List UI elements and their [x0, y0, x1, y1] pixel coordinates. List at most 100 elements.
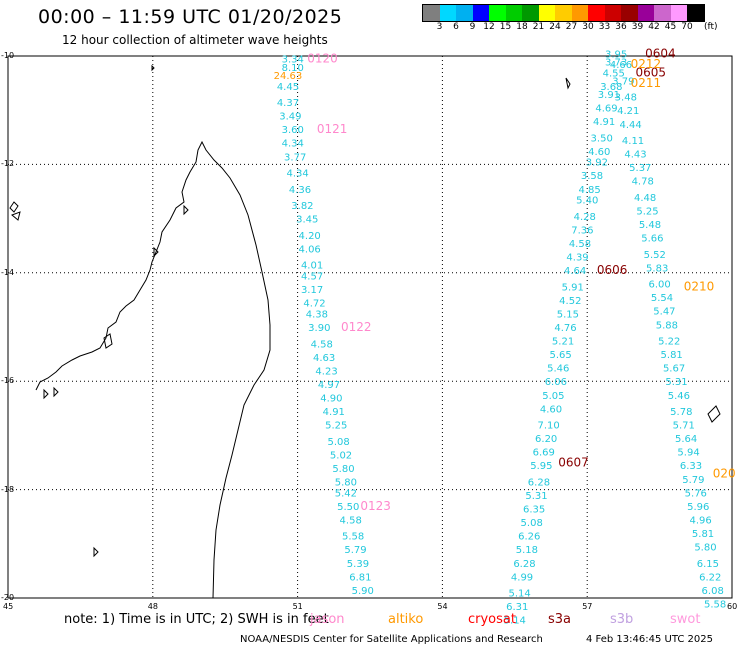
colorbar-tick: 3: [436, 22, 443, 32]
wave-height-value: 4.48: [634, 193, 656, 204]
wave-height-value: 6.20: [535, 434, 557, 445]
lat-label: -18: [1, 484, 15, 494]
lat-label: -14: [1, 267, 15, 277]
wave-height-value: 5.67: [663, 364, 685, 375]
wave-height-value: 5.40: [576, 196, 598, 207]
wave-height-value: 6.26: [518, 532, 540, 543]
wave-height-value: 5.96: [687, 502, 709, 513]
pass-time-label: 0211: [631, 76, 662, 90]
colorbar-swatch: [571, 5, 588, 21]
wave-height-value: 5.94: [677, 448, 699, 459]
wave-height-value: 3.82: [291, 201, 313, 212]
wave-height-value: 5.47: [653, 307, 675, 318]
wave-height-value: 3.49: [279, 112, 301, 123]
legend-jason: jason: [310, 612, 345, 627]
island-outline: [93, 546, 99, 558]
wave-height-value: 3.17: [301, 285, 323, 296]
wave-height-value: 6.69: [533, 448, 555, 459]
wave-height-value: 5.58: [704, 599, 726, 610]
colorbar-unit: (ft): [704, 22, 718, 32]
wave-height-value: 4.58: [569, 239, 591, 250]
wave-height-value: 4.55: [603, 68, 625, 79]
wave-height-value: 5.90: [352, 586, 374, 597]
colorbar-swatch: [439, 5, 456, 21]
wave-height-value: 8.10: [282, 63, 304, 74]
credit-text: NOAA/NESDIS Center for Satellite Applica…: [240, 634, 543, 645]
lon-label: 54: [437, 602, 448, 611]
colorbar-swatch: [687, 5, 704, 21]
colorbar-tick: 45: [664, 22, 677, 32]
colorbar-swatch: [456, 5, 473, 21]
wave-height-value: 5.42: [335, 488, 357, 499]
wave-height-value: 4.96: [689, 515, 711, 526]
lat-label: -20: [1, 593, 15, 602]
pass-time-label: 0607: [558, 456, 589, 470]
wave-height-value: 5.76: [685, 488, 707, 499]
wave-height-value: 5.81: [661, 350, 683, 361]
wave-height-value: 6.81: [349, 572, 371, 583]
colorbar-swatch: [423, 5, 440, 21]
colorbar-tick: 24: [549, 22, 561, 32]
colorbar-swatch: [588, 5, 605, 21]
wave-height-value: 4.34: [282, 139, 304, 150]
island-outline: [103, 333, 113, 349]
wave-height-value: 3.60: [282, 125, 304, 136]
colorbar-tick: 36: [615, 22, 627, 32]
pass-time-label: 0605: [635, 65, 666, 79]
map-frame: [7, 55, 733, 599]
lon-label: 45: [3, 602, 14, 611]
wave-height-value: 4.91: [323, 407, 345, 418]
wave-height-value: 5.88: [656, 320, 678, 331]
colorbar-tick: 9: [469, 22, 476, 32]
wave-height-value: 5.80: [694, 543, 716, 554]
wave-height-value: 5.80: [335, 477, 357, 488]
wave-height-value: 4.60: [540, 404, 562, 415]
map-grid: [7, 55, 733, 599]
wave-height-value: 5.65: [550, 350, 572, 361]
wave-height-value: 4.57: [301, 272, 323, 283]
wave-height-value: 6.35: [523, 505, 545, 516]
wave-height-value: 5.08: [521, 518, 543, 529]
map-title: 00:00 – 11:59 UTC 01/20/2025: [38, 6, 343, 28]
colorbar-swatch: [621, 5, 638, 21]
colorbar-tick: 30: [582, 22, 594, 32]
pass-time-label: 020: [713, 466, 736, 480]
wave-height-value: 3.34: [282, 55, 304, 66]
wave-height-value: 5.46: [668, 391, 690, 402]
wave-height-value: 5.05: [542, 391, 564, 402]
madagascar-coast: [35, 140, 271, 599]
wave-height-value: 6.15: [697, 559, 719, 570]
colorbar-swatch: [670, 5, 687, 21]
wave-height-value: 5.37: [629, 163, 651, 174]
pass-time-label: 0212: [631, 57, 662, 71]
wave-height-value: 4.60: [588, 147, 610, 158]
colorbar-swatch: [654, 5, 671, 21]
wave-height-value: 7.36: [571, 225, 593, 236]
wave-height-value: 5.91: [562, 282, 584, 293]
wave-height-value: 5.22: [658, 337, 680, 348]
colorbar-swatch: [555, 5, 572, 21]
wave-height-value: 5.81: [692, 529, 714, 540]
wave-height-value: 5.08: [327, 437, 349, 448]
wave-height-value: 4.45: [277, 82, 299, 93]
lat-label: -10: [1, 51, 15, 60]
wave-height-value: 3.79: [612, 76, 634, 87]
island-outline: [11, 211, 21, 221]
wave-height-value: 5.50: [337, 502, 359, 513]
island-outline: [43, 388, 49, 400]
wave-height-value: 4.11: [622, 136, 644, 147]
wave-height-value: 24.63: [274, 71, 303, 82]
wave-height-value: 5.46: [547, 364, 569, 375]
wave-height-value: 3.90: [308, 323, 330, 334]
wave-height-value: 4.90: [320, 393, 342, 404]
wave-height-value: 5.25: [636, 206, 658, 217]
wave-height-value: 4.28: [574, 212, 596, 223]
lon-label: 60: [727, 602, 738, 611]
wave-height-value: 4.76: [554, 323, 576, 334]
island-outline: [153, 246, 159, 258]
timestamp-text: 4 Feb 13:46:45 UTC 2025: [586, 634, 713, 645]
lon-label: 48: [147, 602, 158, 611]
lon-label: 57: [582, 602, 593, 611]
wave-height-value: 5.71: [673, 421, 695, 432]
